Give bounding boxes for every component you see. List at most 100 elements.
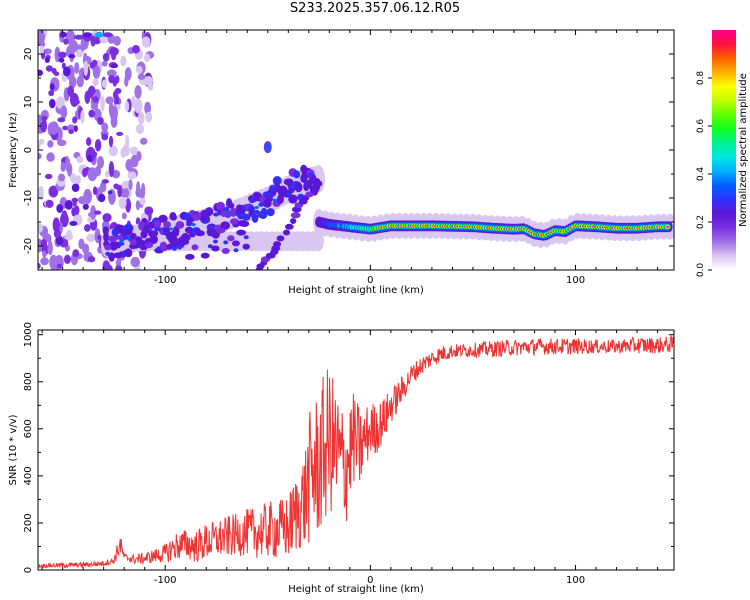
heatmap-cell [665, 225, 670, 228]
heatmap-cell [102, 213, 112, 222]
heatmap-cell [92, 186, 98, 196]
y-tick-label: 400 [23, 466, 34, 485]
heatmap-cell [53, 229, 62, 239]
heatmap-cell [58, 173, 66, 182]
heatmap-cell [121, 212, 127, 220]
colorbar-tick-label: 0.6 [696, 119, 706, 134]
x-tick-label: 0 [367, 275, 373, 286]
heatmap-cell [110, 48, 117, 61]
heatmap-cell [41, 115, 48, 122]
snr-series-line [38, 335, 674, 569]
heatmap-cell [84, 90, 91, 104]
heatmap-cell [89, 61, 96, 69]
heatmap-cell [239, 220, 250, 227]
heatmap-cell [92, 96, 99, 103]
heatmap-cell [77, 196, 87, 205]
heatmap-cell [258, 202, 265, 207]
heatmap-cell [149, 234, 158, 245]
heatmap-cell [191, 244, 199, 251]
heatmap-cell [97, 116, 104, 125]
heatmap-cell [102, 32, 113, 38]
heatmap-cell [285, 192, 292, 197]
heatmap-cell [100, 95, 105, 112]
heatmap-cell [75, 99, 80, 105]
y-tick-label: 0 [23, 567, 34, 573]
heatmap-cell [141, 36, 151, 48]
heatmap-cell [46, 154, 55, 162]
y-tick-label: -10 [23, 190, 34, 206]
heatmap-cell [107, 190, 113, 195]
heatmap-cell [277, 194, 284, 204]
spectrogram-y-axis-label: Frequency (Hz) [8, 112, 19, 188]
heatmap-cell [134, 85, 142, 99]
heatmap-cell [84, 224, 91, 232]
heatmap-cell [116, 131, 124, 136]
heatmap-cell [48, 185, 59, 198]
heatmap-cell [221, 248, 230, 255]
heatmap-cell [135, 200, 141, 211]
heatmap-cell [108, 161, 115, 178]
heatmap-cell [227, 202, 235, 209]
heatmap-cell [49, 121, 59, 135]
heatmap-cell [216, 201, 225, 211]
heatmap-cell [42, 250, 47, 258]
spectrogram-heatmap [38, 30, 674, 270]
heatmap-cell [260, 207, 268, 217]
heatmap-cell [144, 242, 154, 249]
heatmap-cell [236, 229, 247, 236]
heatmap-cell [175, 221, 185, 229]
heatmap-cell [124, 101, 130, 112]
heatmap-cell [144, 101, 152, 115]
heatmap-cell [65, 229, 73, 241]
y-tick-label: 800 [23, 372, 34, 391]
heatmap-cell [143, 53, 151, 63]
snr-frame [37, 329, 675, 571]
heatmap-cell [204, 207, 214, 216]
heatmap-cell [62, 66, 71, 77]
heatmap-cell [92, 78, 99, 87]
heatmap-cell [120, 55, 127, 67]
heatmap-cell [232, 240, 240, 247]
heatmap-cell [135, 236, 142, 243]
heatmap-cell [58, 51, 67, 59]
y-tick-label: 10 [23, 96, 34, 109]
heatmap-cell [69, 173, 77, 184]
heatmap-cell [220, 221, 231, 230]
heatmap-cell [72, 198, 77, 207]
y-tick-label: 20 [23, 48, 34, 61]
heatmap-cell [76, 156, 84, 164]
x-tick-label: -100 [154, 275, 177, 286]
heatmap-cell [118, 197, 127, 209]
heatmap-cell [94, 210, 102, 215]
heatmap-cell [153, 219, 162, 230]
heatmap-cell [120, 147, 126, 159]
heatmap-cell [135, 187, 143, 198]
heatmap-cell [101, 133, 109, 141]
heatmap-cell [65, 155, 70, 172]
heatmap-cell [137, 111, 145, 125]
colorbar-gradient [712, 30, 736, 270]
heatmap-cell [96, 155, 105, 169]
heatmap-cell [213, 212, 220, 217]
heatmap-cell [69, 221, 78, 227]
heatmap-cell [130, 256, 141, 268]
heatmap-cell [92, 64, 101, 79]
heatmap-cell [94, 139, 102, 152]
heatmap-cell [289, 218, 297, 225]
heatmap-cell [59, 31, 67, 38]
snr-x-axis-label: Height of straight line (km) [288, 584, 424, 595]
heatmap-cell [160, 245, 168, 252]
heatmap-cell [254, 206, 259, 210]
heatmap-cell [52, 217, 60, 233]
heatmap-cell [111, 63, 119, 69]
heatmap-cell [38, 152, 42, 160]
heatmap-cell [115, 265, 123, 270]
heatmap-cell [94, 166, 102, 177]
heatmap-cell [105, 170, 110, 178]
heatmap-cell [61, 210, 68, 223]
heatmap-cell [47, 140, 54, 148]
